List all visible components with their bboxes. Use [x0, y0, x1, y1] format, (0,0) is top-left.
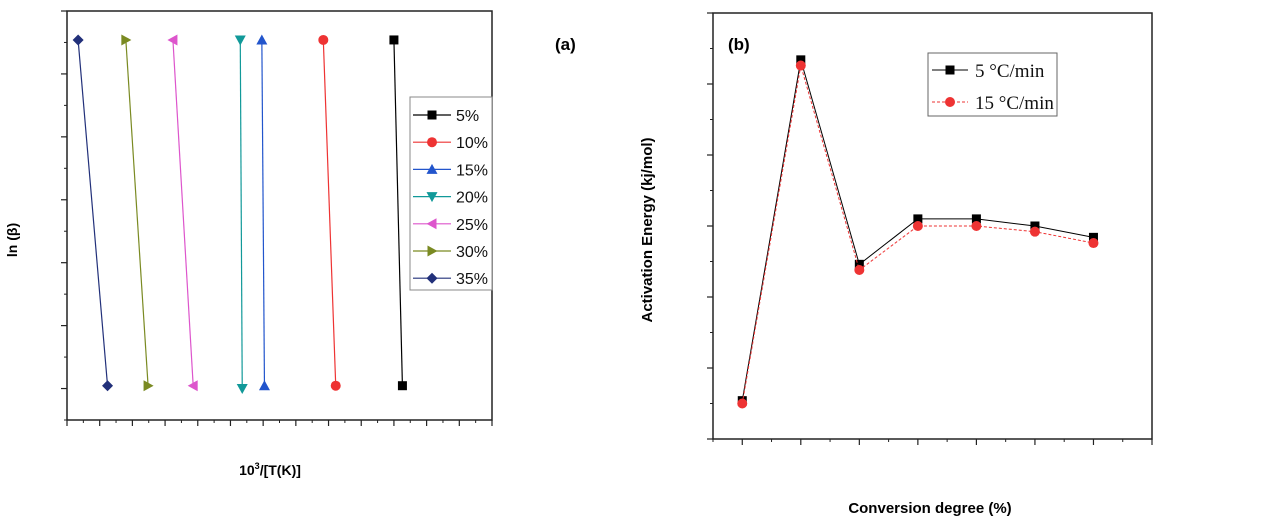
legend-marker — [945, 97, 955, 107]
legend-marker — [427, 110, 437, 120]
series-line-10% — [322, 39, 337, 386]
data-point-1 — [1088, 238, 1099, 249]
data-point-1 — [912, 221, 923, 231]
legend-label: 15 °C/min — [975, 93, 1054, 114]
legend-marker — [427, 245, 438, 257]
data-point-1 — [1029, 226, 1040, 237]
legend-box-a — [409, 96, 493, 291]
data-point-35% — [72, 34, 84, 46]
data-point-10% — [318, 34, 329, 45]
data-point-20% — [234, 35, 246, 46]
legend-marker — [426, 163, 438, 174]
series-line-15% — [261, 39, 266, 386]
x-axis-label-a: 103/[T(K)] — [239, 461, 301, 478]
series-line-5% — [393, 39, 404, 386]
data-point-1 — [854, 265, 865, 276]
legend-label: 35% — [456, 271, 488, 288]
data-point-25% — [167, 34, 178, 46]
legend-marker — [945, 65, 955, 75]
y-axis-label-b: Activation Energy (kj/mol) — [639, 137, 656, 322]
legend-marker — [427, 137, 437, 148]
chart-b: (b) Conversion degree (%) Activation Ene… — [639, 12, 1153, 517]
data-point-0 — [971, 214, 981, 224]
series-line-35% — [77, 39, 109, 386]
data-point-5% — [389, 35, 399, 45]
data-point-1 — [737, 398, 748, 409]
legend-label: 5 °C/min — [975, 61, 1045, 82]
data-point-25% — [187, 380, 198, 392]
legend-marker — [426, 218, 437, 230]
data-point-30% — [143, 380, 154, 392]
data-point-35% — [102, 380, 114, 392]
panel-label-b: (b) — [728, 35, 750, 54]
legend-label: 20% — [456, 190, 488, 207]
series-line-20% — [239, 39, 243, 389]
data-point-0 — [796, 55, 806, 65]
legend-marker — [426, 192, 438, 203]
legend-label: 15% — [456, 162, 488, 179]
data-point-0 — [1030, 221, 1040, 231]
data-point-5% — [397, 381, 407, 391]
y-axis-label-a: ln (β) — [4, 223, 20, 257]
legend-label: 5% — [456, 108, 479, 125]
panel-label-a: (a) — [555, 35, 576, 54]
data-point-30% — [121, 34, 132, 46]
data-point-1 — [971, 221, 982, 231]
data-point-15% — [258, 380, 270, 391]
data-point-0 — [854, 259, 864, 269]
legend-label: 30% — [456, 244, 488, 261]
chart-a: (a) 103/[T(K)] ln (β) 5% 10% 15% 20% 25% 30% 3… — [4, 10, 576, 478]
data-point-0 — [1088, 232, 1098, 242]
legend-label: 25% — [456, 217, 488, 234]
legend-marker — [426, 272, 438, 284]
series-line-25% — [172, 39, 194, 386]
data-point-0 — [913, 214, 923, 224]
data-point-15% — [256, 34, 268, 45]
data-point-10% — [330, 380, 341, 391]
series-line-30% — [125, 39, 149, 386]
legend-b: 5 °C/min 15 °C/min — [927, 52, 1058, 117]
x-axis-label-b: Conversion degree (%) — [848, 500, 1011, 517]
data-point-20% — [236, 384, 248, 395]
legend-a: 5% 10% 15% 20% 25% 30% 35% — [409, 96, 493, 291]
legend-label: 10% — [456, 135, 488, 152]
data-point-1 — [795, 60, 806, 71]
